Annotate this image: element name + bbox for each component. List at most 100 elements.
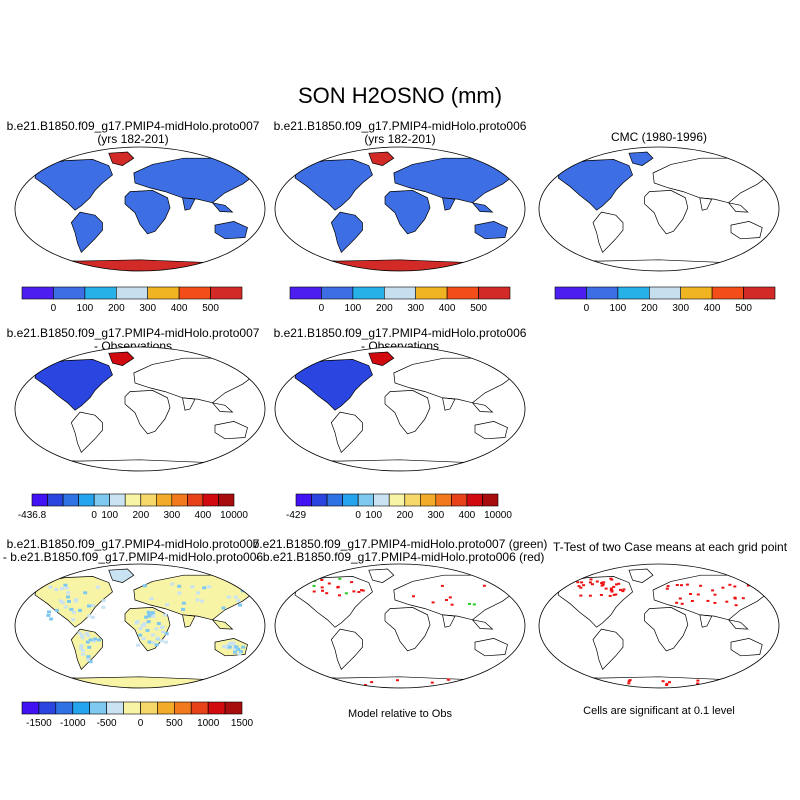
continent-northAmerica [294, 159, 373, 211]
colorbar-swatch [106, 701, 124, 715]
colorbar-swatch [62, 493, 79, 507]
colorbar-swatch [404, 493, 421, 507]
panel-title-obs-line0: CMC (1980-1996) [611, 130, 707, 144]
continent-india [699, 197, 713, 211]
continent-africa [124, 190, 171, 235]
colorbar-tick-label: 0 [319, 303, 325, 314]
diff-cell [93, 637, 98, 641]
significant-cell [320, 579, 324, 581]
map-panel-diff1: b.e21.B1850.f09_g17.PMIP4-midHolo.proto0… [7, 326, 266, 472]
panel-title-siglegend-line0: b.e21.B1850.f09_g17.PMIP4-midHolo.proto0… [253, 537, 548, 551]
diff-cell [88, 660, 93, 664]
colorbar-cb2: 0 100 200 300 400 500 [289, 286, 511, 314]
colorbar-swatch [123, 701, 141, 715]
colorbar-tick-label: 0 [355, 510, 361, 521]
colorbar-swatch [202, 493, 219, 507]
colorbar-tick-label: 300 [427, 510, 444, 521]
significant-cell [627, 682, 631, 685]
diff-cell [222, 645, 226, 649]
colorbar-tick-label: 300 [407, 303, 424, 314]
significant-cell [588, 594, 592, 597]
diff-cell [79, 633, 84, 637]
continent-seAsia [211, 619, 234, 630]
significant-cell [327, 582, 331, 585]
diff-cell [144, 615, 149, 619]
diff-cell [86, 658, 91, 662]
significant-cell [448, 596, 452, 599]
diff-cell [87, 604, 91, 608]
significant-cell [447, 678, 451, 681]
continent-greenland [368, 151, 395, 166]
significant-cell [666, 585, 670, 588]
colorbar-swatch [388, 493, 406, 507]
significant-cell [460, 682, 464, 685]
diff-cell [246, 583, 251, 586]
continent-northAmerica [557, 576, 634, 628]
colorbar-swatch [147, 286, 180, 300]
diff-cell [71, 618, 76, 622]
continent-antarctica [280, 258, 520, 271]
significant-cell [696, 593, 700, 596]
significant-cell [370, 681, 374, 684]
continent-india [182, 614, 196, 628]
significant-cell [665, 587, 669, 590]
significant-cell [325, 592, 329, 595]
diff-cell [164, 632, 169, 636]
significant-cell [595, 580, 599, 583]
diff-cell [163, 613, 168, 617]
colorbar-tick-label: 100 [345, 303, 362, 314]
significant-cell [612, 585, 616, 588]
diff-cell [200, 599, 205, 603]
diff-cell [67, 600, 71, 603]
diff-cell [161, 630, 165, 634]
significant-cell [619, 588, 622, 591]
significant-cell [734, 604, 738, 607]
map-panel-casediff: b.e21.B1850.f09_g17.PMIP4-midHolo.proto0… [3, 537, 266, 689]
continent-seAsia [211, 202, 234, 213]
colorbar-tick-label: -500 [97, 718, 117, 729]
significant-cell [615, 583, 618, 586]
colorbar-tick-label: 10000 [220, 510, 248, 521]
diff-cell [221, 606, 226, 610]
significant-cell [678, 597, 682, 600]
colorbar-swatch [435, 493, 452, 507]
panel-title-ttest-line0: T-Test of two Case means at each grid po… [553, 540, 788, 554]
colorbar-tick-label: 500 [735, 303, 752, 314]
diff-cell [86, 633, 91, 637]
colorbar-tick-label: 500 [470, 303, 487, 314]
colorbar-swatch [743, 286, 776, 300]
colorbar-tick-label: 400 [704, 303, 721, 314]
diff-cell [90, 615, 95, 619]
colorbar-swatch [419, 493, 437, 507]
colorbar-cb5: -429 0 100 200 300 400 10000 [286, 493, 512, 521]
colorbar-swatch [586, 286, 619, 300]
significant-cell [360, 589, 363, 592]
significant-cell [440, 584, 444, 587]
colorbar-swatch [124, 493, 141, 507]
significant-cell [577, 585, 581, 588]
colorbar-swatch [451, 493, 468, 507]
map-border [274, 563, 526, 689]
diff-cell [63, 605, 68, 609]
panel-title-case2-line1: (yrs 182-201) [364, 132, 435, 146]
diff-cell [177, 591, 182, 595]
continent-greenland [108, 351, 135, 366]
colorbar-swatch [190, 701, 209, 715]
significant-cell [733, 596, 737, 599]
colorbar-swatch [187, 493, 204, 507]
colorbar-swatch [554, 286, 587, 300]
diff-cell [77, 631, 82, 635]
map-border [14, 346, 266, 472]
diff-cell [86, 655, 91, 659]
colorbars: 0 100 200 300 400 500 0 100 200 300 400 500 0 100 200 3… [18, 286, 776, 729]
diff-cell [149, 597, 154, 601]
significant-cell [718, 680, 722, 683]
colorbar-tick-label: 500 [166, 718, 183, 729]
diff-cell [66, 591, 71, 595]
colorbar-swatch [383, 286, 416, 300]
continent-northAmerica [34, 159, 113, 211]
continent-greenland [368, 568, 395, 583]
map-panel-case2: b.e21.B1850.f09_g17.PMIP4-midHolo.proto0… [274, 119, 527, 272]
panel-title-siglegend-line1: - b.e21.B1850.f09_g17.PMIP4-midHolo.prot… [256, 550, 545, 564]
significant-cell [680, 584, 683, 587]
